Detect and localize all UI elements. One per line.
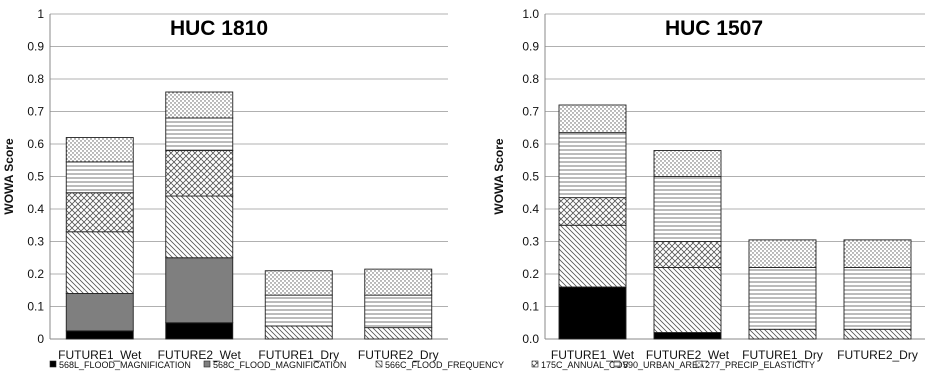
bar-segment	[165, 322, 234, 340]
legend-swatch	[695, 360, 703, 368]
y-tick-label: 0.6	[27, 137, 44, 151]
bar-segment	[748, 239, 817, 268]
bar-segment	[65, 137, 134, 163]
bar-segment	[165, 91, 234, 119]
legend-swatch	[203, 360, 211, 368]
y-tick-label: 0.8	[522, 72, 539, 86]
y-tick-label: 0.7	[522, 105, 539, 119]
y-tick-label: 0.2	[522, 267, 539, 281]
y-tick-label: 0	[37, 332, 44, 346]
legend-label: 277_PRECIP_ELASTICITY	[705, 360, 815, 370]
bar-segment	[748, 328, 817, 340]
bar-segment	[653, 332, 722, 340]
bar-segment	[558, 104, 627, 134]
y-axis-label: WOWA Score	[2, 138, 16, 215]
y-tick-label: 0.9	[522, 40, 539, 54]
y-tick-label: 0.5	[522, 170, 539, 184]
chart-panel-huc-1507: 0.0 0.1 0.2 0.3 0.4 0.5 0.6 0.7 0.8 0.9 1.0 FUTURE1…	[492, 7, 925, 370]
bar-segment	[843, 267, 912, 330]
bar-segment	[558, 224, 627, 288]
legend-label: 590_URBAN_AREA	[623, 360, 704, 370]
bar-segment	[165, 117, 234, 151]
y-tick-label: 0.8	[27, 72, 44, 86]
x-tick-label: FUTURE2_Wet	[646, 348, 730, 362]
y-tick-label: 1.0	[522, 7, 539, 21]
legend-label: 568C_FLOOD_MAGNIFICATION	[213, 360, 346, 370]
y-tick-label: 0.3	[522, 235, 539, 249]
bar-segment	[558, 132, 627, 199]
y-tick-label: 0.1	[522, 300, 539, 314]
bar-segment	[558, 286, 627, 340]
bar-segment	[65, 161, 134, 194]
bar-segment	[165, 150, 234, 197]
bar-segment	[364, 268, 433, 296]
bar-segment	[65, 293, 134, 332]
y-axis-label: WOWA Score	[492, 138, 506, 215]
bar-segment	[653, 150, 722, 177]
bar-segment	[558, 197, 627, 226]
bar-segment	[653, 241, 722, 268]
y-tick-label: 0.7	[27, 105, 44, 119]
bar-segment	[264, 294, 333, 327]
x-tick-label: FUTURE1_Wet	[58, 348, 142, 362]
y-tick-label: 0.1	[27, 300, 44, 314]
legend-label: 566C_FLOOD_FREQUENCY	[385, 360, 504, 370]
bar-segment	[65, 192, 134, 233]
y-tick-label: 0.6	[522, 137, 539, 151]
y-tick-label: 1	[37, 7, 44, 21]
x-tick-label: FUTURE1_Wet	[551, 348, 635, 362]
bar-segment	[748, 267, 817, 330]
legend-label: 568L_FLOOD_MAGNIFICATION	[59, 360, 191, 370]
bar-segment	[653, 176, 722, 242]
bar-segment	[264, 325, 333, 340]
y-tick-label: 0.4	[522, 202, 539, 216]
bar-segment	[264, 270, 333, 296]
legend-swatch	[375, 360, 383, 368]
x-tick-label: FUTURE2_Dry	[358, 348, 439, 362]
legend-swatch	[613, 360, 621, 368]
x-tick-label: FUTURE2_Dry	[837, 348, 918, 362]
chart-panel-huc-1810: 0 0.1 0.2 0.3 0.4 0.5 0.6 0.7 0.8 0.9 1 FUTURE1_Wet…	[2, 7, 504, 370]
y-tick-label: 0.4	[27, 202, 44, 216]
chart-title: HUC 1810	[170, 17, 268, 40]
bar-segment	[843, 239, 912, 268]
x-tick-label: FUTURE2_Wet	[158, 348, 242, 362]
bar-segment	[65, 231, 134, 294]
y-tick-label: 0.2	[27, 267, 44, 281]
x-tick-label: FUTURE1_Dry	[258, 348, 339, 362]
y-tick-label: 0.0	[522, 332, 539, 346]
bar-segment	[165, 195, 234, 259]
bar-segment	[165, 257, 234, 324]
bar-segment	[843, 328, 912, 340]
bar-segment	[65, 330, 134, 340]
legend-label: 175C_ANNUAL_COV	[541, 360, 629, 370]
y-tick-label: 0.5	[27, 170, 44, 184]
x-tick-label: FUTURE1_Dry	[742, 348, 823, 362]
legend-swatch	[49, 360, 57, 368]
y-tick-label: 0.9	[27, 40, 44, 54]
legend-swatch	[531, 360, 539, 368]
chart-title: HUC 1507	[665, 17, 763, 40]
bar-segment	[364, 327, 433, 340]
bar-segment	[364, 294, 433, 329]
y-tick-label: 0.3	[27, 235, 44, 249]
bar-segment	[653, 267, 722, 333]
